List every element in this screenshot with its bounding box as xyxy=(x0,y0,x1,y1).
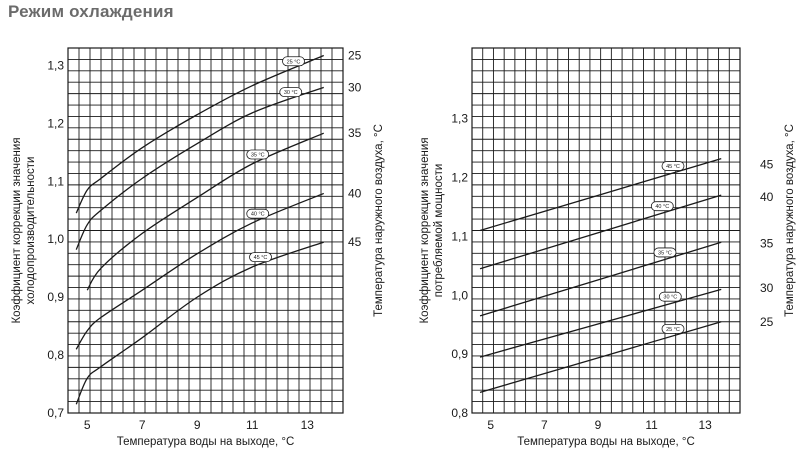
series-line-30c xyxy=(479,288,722,358)
x-tick-label: 5 xyxy=(84,418,91,432)
x-tick-label: 9 xyxy=(194,418,201,432)
series-tag: 30 °C xyxy=(658,291,682,302)
series-tag-label: 35 °C xyxy=(658,250,672,256)
series-tag: 40 °C xyxy=(246,208,270,219)
y2-axis-label: Температура наружного воздуха, °C xyxy=(784,124,796,317)
outdoor-temp-label: 25 xyxy=(348,49,362,63)
x-tick-label: 13 xyxy=(301,418,315,432)
series-line-35c xyxy=(86,132,325,291)
series-tag-label: 40 °C xyxy=(251,212,265,218)
series-tag-label: 30 °C xyxy=(663,295,677,301)
y-axis-label-line: Коэффициент коррекции значения xyxy=(419,137,431,323)
series-line-40c xyxy=(75,192,324,350)
series-tag-box xyxy=(653,247,677,258)
y-tick-label: 0,9 xyxy=(47,290,64,304)
y-tick-label: 1,0 xyxy=(47,232,64,246)
y-axis-label-line: холодопроизводительности xyxy=(25,157,37,305)
series-tag-box xyxy=(279,87,303,98)
series-tag-box xyxy=(661,161,685,171)
y-axis-label-line: потребляемой мощности xyxy=(433,164,445,298)
x-axis-label: Температура воды на выходе, °C xyxy=(117,436,295,448)
series-tag-box xyxy=(282,56,305,67)
series-tag-label: 40 °C xyxy=(655,204,669,210)
series-tag-label: 45 °C xyxy=(254,255,268,261)
y-tick-label: 0,8 xyxy=(47,348,64,362)
x-tick-label: 11 xyxy=(645,418,658,432)
outdoor-temp-label: 30 xyxy=(760,281,774,295)
series-tag: 45 °C xyxy=(661,161,685,171)
series-tag: 35 °C xyxy=(246,149,270,160)
y-tick-label: 1,2 xyxy=(47,116,64,130)
outdoor-temp-label: 45 xyxy=(760,158,774,172)
y-tick-label: 1,3 xyxy=(451,112,468,126)
series-tag: 25 °C xyxy=(282,56,305,67)
x-tick-label: 9 xyxy=(595,418,602,432)
y-tick-label: 1,3 xyxy=(47,58,64,72)
x-axis-label: Температура воды на выходе, °C xyxy=(517,436,695,448)
outdoor-temp-label: 40 xyxy=(760,190,774,204)
series-tag: 35 °C xyxy=(653,247,677,258)
outdoor-temp-label: 45 xyxy=(348,235,362,249)
series-tag-box xyxy=(658,291,682,302)
x-tick-label: 13 xyxy=(698,418,712,432)
plot-frame xyxy=(67,47,344,414)
y-tick-label: 0,8 xyxy=(451,406,468,420)
series-tag-label: 25 °C xyxy=(666,327,680,333)
y-tick-label: 1,1 xyxy=(47,174,64,188)
series-tag-box xyxy=(249,252,272,263)
series-line-45c xyxy=(479,158,722,232)
x-tick-label: 7 xyxy=(139,418,146,432)
series-tag: 30 °C xyxy=(279,87,303,98)
series-line-35c xyxy=(479,241,722,317)
outdoor-temp-label: 30 xyxy=(348,80,362,94)
series-tag-box xyxy=(650,201,674,212)
series-tag: 40 °C xyxy=(650,201,674,212)
chart-2-grid xyxy=(472,48,740,413)
y-tick-label: 1,1 xyxy=(451,229,468,243)
series-tag-label: 35 °C xyxy=(251,153,265,159)
outdoor-temp-label: 40 xyxy=(348,186,362,200)
series-tag-box xyxy=(246,208,270,219)
series-line-25c xyxy=(75,54,325,214)
chart-2: 5 7 9 11 13 0,8 0,9 1,0 1,1 1,2 1,3 Температура вод… xyxy=(419,47,796,448)
x-tick-label: 5 xyxy=(487,418,494,432)
series-line-45c xyxy=(75,241,324,405)
outdoor-temp-label: 25 xyxy=(760,315,774,329)
series-tag-label: 45 °C xyxy=(666,164,680,170)
series-tag-box xyxy=(246,149,270,160)
series-line-40c xyxy=(479,194,722,270)
x-tick-label: 7 xyxy=(541,418,548,432)
series-tag-label: 30 °C xyxy=(284,90,298,96)
series-tag: 25 °C xyxy=(661,323,685,334)
series-line-30c xyxy=(75,86,324,250)
series-line-25c xyxy=(479,321,722,394)
series-tag: 45 °C xyxy=(249,252,272,263)
plot-frame xyxy=(471,47,741,414)
series-tag-box xyxy=(661,323,685,334)
chart-1-grid xyxy=(68,48,343,413)
y-tick-label: 0,9 xyxy=(451,347,468,361)
chart-1: 5 7 9 11 13 0,7 0,8 0,9 1,0 1,1 1,2 1,3 Температура … xyxy=(11,47,385,448)
outdoor-temp-label: 35 xyxy=(348,126,362,140)
y-axis-label-line: Коэффициент коррекции значения xyxy=(11,137,23,323)
page-title: Режим охлаждения xyxy=(8,2,174,21)
y-tick-label: 1,2 xyxy=(451,171,468,185)
x-tick-label: 11 xyxy=(246,418,259,432)
outdoor-temp-label: 35 xyxy=(760,236,774,250)
y-tick-label: 0,7 xyxy=(47,406,64,420)
y2-axis-label: Температура наружного воздуха, °C xyxy=(373,124,385,317)
series-tag-label: 25 °C xyxy=(287,59,301,65)
y-tick-label: 1,0 xyxy=(451,288,468,302)
